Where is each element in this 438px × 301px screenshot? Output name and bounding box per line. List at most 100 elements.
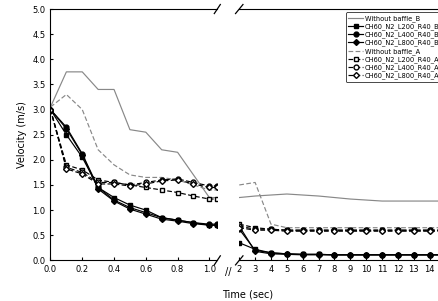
CH60_N2_L800_R40_A bbox=[143, 182, 148, 186]
CH60_N2_L400_R40_B bbox=[175, 218, 180, 222]
CH60_N2_L400_R40_B bbox=[111, 198, 117, 202]
Without baffle_B bbox=[48, 105, 53, 109]
CH60_N2_L200_R40_B bbox=[79, 156, 85, 159]
Without baffle_B bbox=[143, 130, 148, 134]
CH60_N2_L400_R40_A bbox=[191, 181, 196, 184]
Without baffle_B bbox=[206, 196, 212, 199]
CH60_N2_L200_R40_A bbox=[159, 188, 164, 192]
Without baffle_B bbox=[79, 70, 85, 74]
CH60_N2_L200_R40_A bbox=[64, 163, 69, 167]
Line: CH60_N2_L200_R40_A: CH60_N2_L200_R40_A bbox=[48, 107, 219, 201]
Line: CH60_N2_L800_R40_A: CH60_N2_L800_R40_A bbox=[48, 107, 219, 190]
Without baffle_B bbox=[175, 150, 180, 154]
CH60_N2_L400_R40_A bbox=[79, 171, 85, 174]
CH60_N2_L200_R40_A bbox=[95, 178, 101, 182]
CH60_N2_L200_R40_B bbox=[191, 221, 196, 225]
CH60_N2_L800_R40_B bbox=[64, 127, 69, 130]
Line: CH60_N2_L400_R40_B: CH60_N2_L400_R40_B bbox=[48, 107, 219, 227]
CH60_N2_L200_R40_A bbox=[191, 194, 196, 198]
CH60_N2_L800_R40_A bbox=[159, 179, 164, 183]
CH60_N2_L400_R40_B bbox=[159, 216, 164, 219]
Without baffle_A bbox=[175, 178, 180, 182]
Without baffle_A bbox=[159, 175, 164, 179]
CH60_N2_L400_R40_B bbox=[206, 222, 212, 226]
CH60_N2_L800_R40_A bbox=[206, 186, 212, 189]
CH60_N2_L400_R40_A bbox=[111, 181, 117, 184]
CH60_N2_L400_R40_A bbox=[127, 183, 132, 187]
CH60_N2_L800_R40_A bbox=[79, 172, 85, 176]
CH60_N2_L200_R40_B bbox=[95, 186, 101, 189]
CH60_N2_L200_R40_B bbox=[175, 218, 180, 222]
CH60_N2_L800_R40_B bbox=[191, 222, 196, 225]
CH60_N2_L400_R40_B bbox=[95, 186, 101, 189]
Without baffle_A bbox=[191, 183, 196, 187]
Legend: Without baffle_B, CH60_N2_L200_R40_B, CH60_N2_L400_R40_B, CH60_N2_L800_R40_B, Wi: Without baffle_B, CH60_N2_L200_R40_B, CH… bbox=[345, 12, 438, 82]
Without baffle_A bbox=[143, 175, 148, 179]
CH60_N2_L800_R40_B bbox=[143, 212, 148, 216]
CH60_N2_L800_R40_A bbox=[214, 186, 219, 189]
Text: //: // bbox=[225, 267, 231, 277]
CH60_N2_L800_R40_A bbox=[111, 182, 117, 186]
CH60_N2_L400_R40_A bbox=[95, 181, 101, 184]
Without baffle_A bbox=[95, 148, 101, 152]
CH60_N2_L200_R40_A bbox=[175, 191, 180, 194]
Line: CH60_N2_L800_R40_B: CH60_N2_L800_R40_B bbox=[48, 107, 219, 227]
Without baffle_B bbox=[127, 128, 132, 132]
CH60_N2_L200_R40_B bbox=[206, 223, 212, 227]
CH60_N2_L800_R40_A bbox=[191, 182, 196, 186]
CH60_N2_L200_R40_A bbox=[79, 168, 85, 172]
CH60_N2_L200_R40_A bbox=[127, 183, 132, 187]
Without baffle_B bbox=[95, 88, 101, 91]
CH60_N2_L400_R40_B bbox=[214, 222, 219, 226]
CH60_N2_L800_R40_B bbox=[79, 153, 85, 157]
Without baffle_A bbox=[64, 93, 69, 96]
Without baffle_B bbox=[64, 70, 69, 74]
Without baffle_A bbox=[206, 188, 212, 192]
CH60_N2_L400_R40_A bbox=[159, 178, 164, 182]
Line: CH60_N2_L200_R40_B: CH60_N2_L200_R40_B bbox=[48, 107, 219, 228]
CH60_N2_L200_R40_B bbox=[214, 223, 219, 227]
Without baffle_A bbox=[48, 105, 53, 109]
CH60_N2_L200_R40_B bbox=[143, 208, 148, 212]
CH60_N2_L400_R40_B bbox=[64, 125, 69, 129]
CH60_N2_L200_R40_A bbox=[206, 197, 212, 201]
Line: Without baffle_A: Without baffle_A bbox=[50, 95, 217, 190]
CH60_N2_L200_R40_B bbox=[111, 196, 117, 199]
CH60_N2_L800_R40_B bbox=[127, 207, 132, 211]
Without baffle_A bbox=[214, 188, 219, 192]
CH60_N2_L800_R40_B bbox=[206, 223, 212, 227]
CH60_N2_L400_R40_A bbox=[206, 184, 212, 188]
CH60_N2_L800_R40_A bbox=[175, 178, 180, 182]
CH60_N2_L200_R40_B bbox=[159, 216, 164, 219]
CH60_N2_L400_R40_A bbox=[214, 184, 219, 188]
CH60_N2_L800_R40_B bbox=[111, 199, 117, 203]
CH60_N2_L400_R40_B bbox=[143, 211, 148, 214]
CH60_N2_L800_R40_A bbox=[95, 182, 101, 186]
CH60_N2_L800_R40_B bbox=[48, 108, 53, 111]
CH60_N2_L400_R40_A bbox=[175, 177, 180, 181]
CH60_N2_L400_R40_A bbox=[48, 108, 53, 111]
CH60_N2_L400_R40_A bbox=[143, 181, 148, 184]
CH60_N2_L800_R40_B bbox=[175, 219, 180, 223]
Without baffle_B bbox=[214, 196, 219, 199]
Line: CH60_N2_L400_R40_A: CH60_N2_L400_R40_A bbox=[48, 107, 219, 188]
Y-axis label: Velocity (m/s): Velocity (m/s) bbox=[17, 101, 27, 168]
CH60_N2_L400_R40_B bbox=[79, 152, 85, 156]
Without baffle_A bbox=[79, 108, 85, 111]
CH60_N2_L400_R40_B bbox=[127, 206, 132, 209]
CH60_N2_L800_R40_A bbox=[64, 167, 69, 171]
CH60_N2_L200_R40_B bbox=[127, 203, 132, 207]
CH60_N2_L200_R40_A bbox=[143, 186, 148, 189]
Without baffle_A bbox=[127, 173, 132, 177]
Without baffle_B bbox=[111, 88, 117, 91]
CH60_N2_L400_R40_A bbox=[64, 166, 69, 169]
CH60_N2_L800_R40_A bbox=[48, 108, 53, 111]
Without baffle_B bbox=[159, 148, 164, 152]
CH60_N2_L200_R40_A bbox=[214, 197, 219, 201]
Without baffle_B bbox=[191, 173, 196, 177]
CH60_N2_L200_R40_B bbox=[48, 108, 53, 111]
CH60_N2_L200_R40_A bbox=[48, 108, 53, 111]
CH60_N2_L800_R40_A bbox=[127, 184, 132, 188]
CH60_N2_L400_R40_B bbox=[48, 108, 53, 111]
Without baffle_A bbox=[111, 163, 117, 167]
